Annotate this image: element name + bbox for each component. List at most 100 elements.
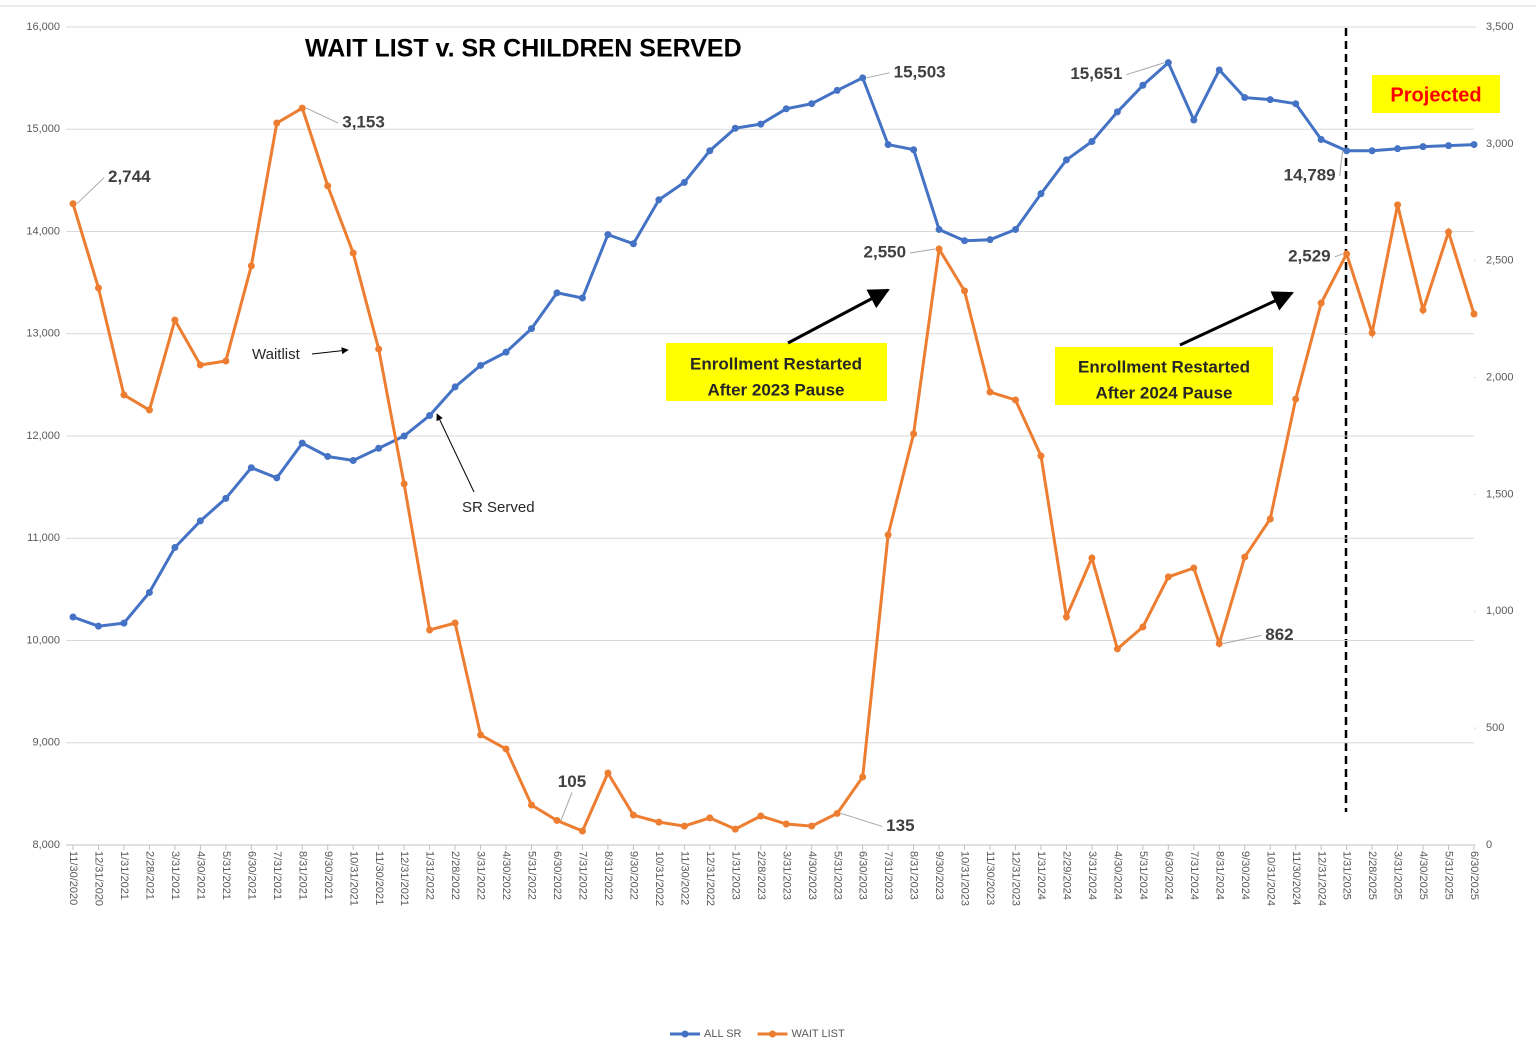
x-tick-label: 2/28/2025 — [1366, 851, 1378, 900]
data-label: 2,550 — [864, 243, 907, 262]
leader-line — [1126, 62, 1165, 76]
point — [1088, 554, 1096, 562]
leader-line — [76, 177, 105, 205]
point — [935, 225, 943, 233]
point — [1011, 225, 1019, 233]
leader-line — [841, 812, 883, 827]
point — [782, 105, 790, 113]
point — [1343, 147, 1351, 155]
annotation-box — [1055, 347, 1273, 405]
point — [910, 430, 918, 438]
x-tick-label: 6/30/2021 — [245, 851, 257, 900]
x-tick-label: 4/30/2023 — [806, 851, 818, 900]
x-tick-label: 12/31/2022 — [704, 851, 716, 906]
point — [859, 773, 867, 781]
point — [808, 822, 816, 830]
x-tick-label: 6/30/2023 — [857, 851, 869, 900]
x-tick-label: 6/30/2022 — [551, 851, 563, 900]
data-label: 105 — [558, 772, 586, 791]
x-tick-label: 10/31/2023 — [959, 851, 971, 906]
point — [477, 361, 485, 369]
point — [1419, 306, 1427, 314]
point — [782, 820, 790, 828]
point — [171, 543, 179, 551]
point — [986, 236, 994, 244]
point — [1445, 142, 1453, 150]
point — [1241, 553, 1249, 561]
x-tick-label: 10/31/2022 — [653, 851, 665, 906]
x-tick-label: 9/30/2024 — [1239, 851, 1251, 900]
y2-tick-label: 2,000 — [1486, 371, 1514, 383]
point — [961, 287, 969, 295]
point — [1343, 250, 1351, 258]
leader-line — [306, 107, 339, 124]
point — [1241, 94, 1249, 102]
point — [196, 517, 204, 525]
x-tick-label: 12/31/2024 — [1315, 851, 1327, 906]
point — [222, 357, 230, 365]
point — [451, 383, 459, 391]
point — [553, 816, 561, 824]
leader-line — [1223, 635, 1262, 645]
point — [247, 464, 255, 472]
leader-line — [1339, 150, 1344, 176]
data-label: 2,744 — [108, 167, 151, 186]
data-label: 14,789 — [1284, 165, 1336, 184]
x-tick-label: 8/31/2022 — [602, 851, 614, 900]
point — [884, 141, 892, 149]
point — [1470, 141, 1478, 149]
x-tick-label: 5/31/2022 — [526, 851, 538, 900]
x-tick-label: 5/31/2023 — [831, 851, 843, 900]
point — [731, 825, 739, 833]
legend-label: WAIT LIST — [792, 1028, 845, 1040]
y2-tick-label: 0 — [1486, 839, 1492, 851]
point — [120, 619, 128, 627]
y-tick-label: 8,000 — [32, 839, 60, 851]
point — [273, 119, 281, 127]
point — [757, 812, 765, 820]
point — [196, 361, 204, 369]
data-label: 15,651 — [1070, 64, 1122, 83]
x-tick-label: 9/30/2023 — [933, 851, 945, 900]
point — [94, 622, 102, 630]
data-label: 3,153 — [342, 113, 385, 132]
x-tick-label: 2/28/2021 — [144, 851, 156, 900]
point — [629, 811, 637, 819]
arrow — [436, 413, 475, 493]
legend-swatch — [681, 1030, 689, 1038]
point — [1190, 564, 1198, 572]
point — [578, 294, 586, 302]
point — [1215, 66, 1223, 74]
annotation: Waitlist — [252, 346, 301, 363]
y-tick-label: 15,000 — [26, 123, 60, 135]
x-tick-label: 6/30/2024 — [1162, 851, 1174, 900]
x-tick-label: 4/30/2024 — [1111, 851, 1123, 900]
x-tick-label: 12/31/2020 — [93, 851, 105, 906]
point — [1062, 613, 1070, 621]
arrow — [787, 288, 890, 345]
point — [1292, 395, 1300, 403]
data-label: 2,529 — [1288, 246, 1331, 265]
x-tick-label: 7/31/2023 — [882, 851, 894, 900]
point — [884, 531, 892, 539]
annotations: Waitlist SR Served Enrollment Restarted … — [252, 75, 1500, 516]
point — [1368, 147, 1376, 155]
point — [578, 827, 586, 835]
y-tick-label: 10,000 — [26, 634, 60, 646]
point — [1113, 645, 1121, 653]
x-tick-label: 4/30/2021 — [194, 851, 206, 900]
point — [1164, 59, 1172, 67]
x-tick-label: 11/30/2022 — [678, 851, 690, 905]
y-tick-label: 9,000 — [32, 737, 60, 749]
legend-label: ALL SR — [704, 1028, 742, 1040]
leader-line — [909, 248, 936, 254]
point — [935, 245, 943, 253]
point — [808, 100, 816, 108]
y2-tick-label: 1,000 — [1486, 605, 1514, 617]
point — [451, 619, 459, 627]
annotation-box — [666, 343, 887, 401]
x-tick-label: 3/31/2022 — [475, 851, 487, 900]
point — [171, 316, 179, 324]
point — [859, 74, 867, 82]
annotation: After 2024 Pause — [1095, 383, 1232, 402]
